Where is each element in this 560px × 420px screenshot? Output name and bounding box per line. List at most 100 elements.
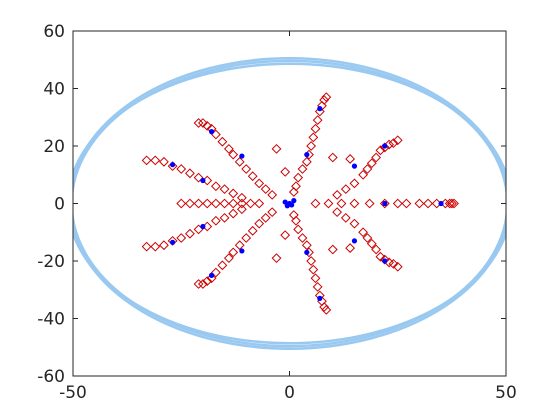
open-marker-114 [358, 227, 369, 238]
open-marker-29 [219, 212, 230, 223]
open-marker-60 [267, 207, 278, 218]
filled-point-21 [382, 200, 388, 207]
filled-point-12 [239, 248, 245, 254]
filled-point-19 [382, 143, 388, 149]
open-marker-105 [327, 152, 338, 163]
open-marker-40 [228, 149, 239, 160]
filled-point-15 [304, 152, 310, 158]
open-marker-123 [444, 198, 455, 209]
open-marker-82 [310, 273, 321, 284]
open-marker-89 [291, 215, 301, 226]
open-marker-54 [228, 247, 239, 258]
open-marker-21 [150, 241, 161, 252]
open-marker-57 [247, 225, 258, 236]
tick-layer: -50 0 50 -60 -40 -20 0 20 40 60 [37, 22, 517, 403]
open-marker-31 [236, 204, 247, 215]
open-marker-17 [210, 181, 221, 192]
open-marker-87 [297, 233, 308, 243]
open-marker-42 [241, 164, 252, 174]
y-tick-label-3: 0 [54, 195, 65, 215]
open-marker-24 [176, 233, 187, 243]
open-marker-52 [217, 260, 228, 271]
open-marker-41 [234, 156, 245, 167]
filled-point-10 [208, 272, 215, 278]
filled-point-3 [291, 198, 297, 204]
open-marker-35 [202, 120, 213, 131]
filled-point-13 [317, 106, 323, 112]
filled-point-11 [239, 153, 245, 159]
open-marker-135 [323, 198, 334, 209]
filled-point-16 [304, 249, 310, 255]
open-marker-34 [197, 118, 208, 128]
open-marker-23 [167, 235, 178, 246]
open-marker-111 [371, 244, 382, 255]
open-marker-2 [228, 198, 239, 209]
open-marker-93 [321, 304, 332, 315]
open-marker-43 [247, 171, 258, 182]
open-marker-128 [414, 198, 425, 209]
y-tick-label-6: 60 [43, 22, 65, 42]
open-marker-136 [310, 198, 321, 209]
y-tick-label-0: -60 [37, 367, 65, 387]
open-marker-1 [219, 198, 230, 209]
filled-point-18 [351, 238, 358, 244]
open-marker-4 [245, 198, 256, 209]
filled-point-22 [438, 200, 444, 207]
orbit-ellipse-0 [73, 57, 506, 350]
open-marker-22 [159, 240, 169, 251]
open-marker-5 [254, 198, 265, 209]
open-marker-3 [236, 198, 247, 209]
open-marker-106 [345, 154, 356, 164]
open-marker-120 [392, 135, 403, 146]
open-marker-92 [321, 92, 332, 103]
open-marker-38 [217, 136, 228, 147]
open-marker-20 [236, 192, 247, 203]
open-marker-51 [210, 267, 221, 278]
open-marker-121 [392, 261, 403, 272]
filled-point-14 [317, 295, 323, 301]
filled-point-20 [382, 258, 388, 264]
open-marker-88 [293, 224, 304, 235]
open-marker-58 [254, 218, 265, 229]
filled-point-6 [200, 223, 206, 230]
open-marker-102 [349, 178, 360, 189]
open-marker-49 [202, 276, 213, 287]
x-tick-label-0: -50 [59, 383, 87, 403]
open-marker-56 [241, 233, 252, 243]
open-marker-14 [185, 168, 195, 179]
open-marker-0 [210, 198, 221, 209]
open-marker-72 [301, 156, 312, 167]
open-marker-116 [340, 212, 351, 223]
open-marker-118 [327, 244, 338, 255]
open-marker-67 [312, 115, 323, 126]
open-marker-112 [366, 238, 377, 249]
open-marker-12 [167, 161, 178, 172]
open-marker-91 [280, 230, 291, 241]
open-marker-48 [197, 279, 208, 289]
open-marker-104 [332, 189, 343, 200]
open-marker-13 [176, 164, 187, 174]
y-tick-label-5: 40 [43, 80, 65, 100]
orbit-ellipse-2 [73, 62, 506, 345]
open-marker-124 [446, 198, 457, 209]
open-marker-59 [260, 212, 271, 223]
open-marker-7 [185, 198, 195, 209]
open-marker-73 [297, 164, 308, 174]
open-marker-68 [310, 123, 321, 134]
marker-layer [141, 92, 459, 315]
y-tick-label-2: -20 [37, 252, 65, 272]
open-marker-69 [308, 132, 319, 143]
open-marker-99 [366, 158, 377, 169]
x-tick-label-2: 50 [495, 383, 517, 403]
x-tick-label-1: 0 [284, 383, 295, 403]
open-marker-8 [193, 198, 204, 209]
filled-point-4 [284, 203, 290, 209]
open-marker-70 [306, 141, 317, 151]
open-marker-61 [271, 253, 282, 264]
open-marker-53 [223, 253, 234, 264]
open-marker-18 [219, 184, 230, 195]
open-marker-103 [340, 184, 351, 195]
open-marker-100 [362, 164, 373, 174]
open-marker-77 [280, 166, 291, 177]
open-marker-117 [332, 207, 343, 218]
